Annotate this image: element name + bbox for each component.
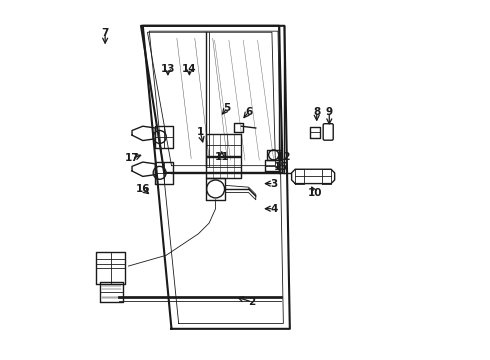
Text: 17: 17 xyxy=(125,153,139,163)
Text: 1: 1 xyxy=(196,127,204,136)
Text: 5: 5 xyxy=(223,103,231,113)
Text: 3: 3 xyxy=(270,179,277,189)
Text: 9: 9 xyxy=(326,107,333,117)
Text: 8: 8 xyxy=(313,107,320,117)
Text: 11: 11 xyxy=(215,152,229,162)
Text: 13: 13 xyxy=(161,64,175,74)
Text: 4: 4 xyxy=(270,204,277,214)
Text: 14: 14 xyxy=(182,64,196,74)
Text: 6: 6 xyxy=(245,107,252,117)
Text: 16: 16 xyxy=(136,184,150,194)
Text: 10: 10 xyxy=(308,188,322,198)
Text: 12: 12 xyxy=(277,152,292,162)
Text: 2: 2 xyxy=(248,297,256,307)
Text: 15: 15 xyxy=(273,162,288,172)
Text: 7: 7 xyxy=(101,28,109,38)
